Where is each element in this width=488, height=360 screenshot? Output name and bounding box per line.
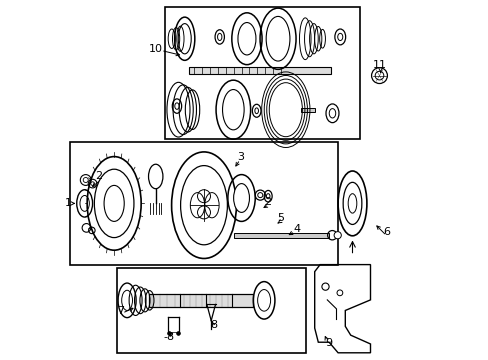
Ellipse shape <box>337 33 342 41</box>
Ellipse shape <box>91 182 94 185</box>
Ellipse shape <box>266 194 269 199</box>
Text: 2: 2 <box>264 197 271 207</box>
Text: 10: 10 <box>149 44 163 54</box>
Text: 3: 3 <box>237 152 244 162</box>
Ellipse shape <box>174 103 179 109</box>
Ellipse shape <box>374 71 383 80</box>
Text: -8: -8 <box>163 332 174 342</box>
Bar <box>148 294 252 307</box>
Ellipse shape <box>257 193 262 198</box>
Text: 7: 7 <box>117 306 123 316</box>
Bar <box>70 142 337 265</box>
Ellipse shape <box>104 185 124 221</box>
Bar <box>165 7 359 139</box>
Ellipse shape <box>254 108 258 114</box>
Ellipse shape <box>347 194 356 213</box>
Ellipse shape <box>265 17 289 61</box>
Ellipse shape <box>233 184 249 212</box>
Text: 4: 4 <box>292 224 300 234</box>
Bar <box>188 67 330 74</box>
Text: 11: 11 <box>372 60 386 70</box>
Text: 9: 9 <box>325 338 332 348</box>
Ellipse shape <box>217 33 222 41</box>
Text: 8: 8 <box>210 320 217 330</box>
Ellipse shape <box>257 289 270 311</box>
Text: 2: 2 <box>95 171 102 181</box>
Text: 5: 5 <box>276 213 284 223</box>
Ellipse shape <box>83 177 88 183</box>
Ellipse shape <box>333 231 341 239</box>
Ellipse shape <box>178 24 191 54</box>
Ellipse shape <box>122 290 132 310</box>
Text: 6: 6 <box>383 227 389 237</box>
Bar <box>301 108 314 112</box>
Text: 1: 1 <box>65 198 72 208</box>
Bar <box>233 233 328 238</box>
Ellipse shape <box>222 90 244 130</box>
Bar <box>117 268 305 353</box>
Ellipse shape <box>80 195 89 211</box>
Ellipse shape <box>328 109 335 118</box>
Ellipse shape <box>238 23 255 55</box>
